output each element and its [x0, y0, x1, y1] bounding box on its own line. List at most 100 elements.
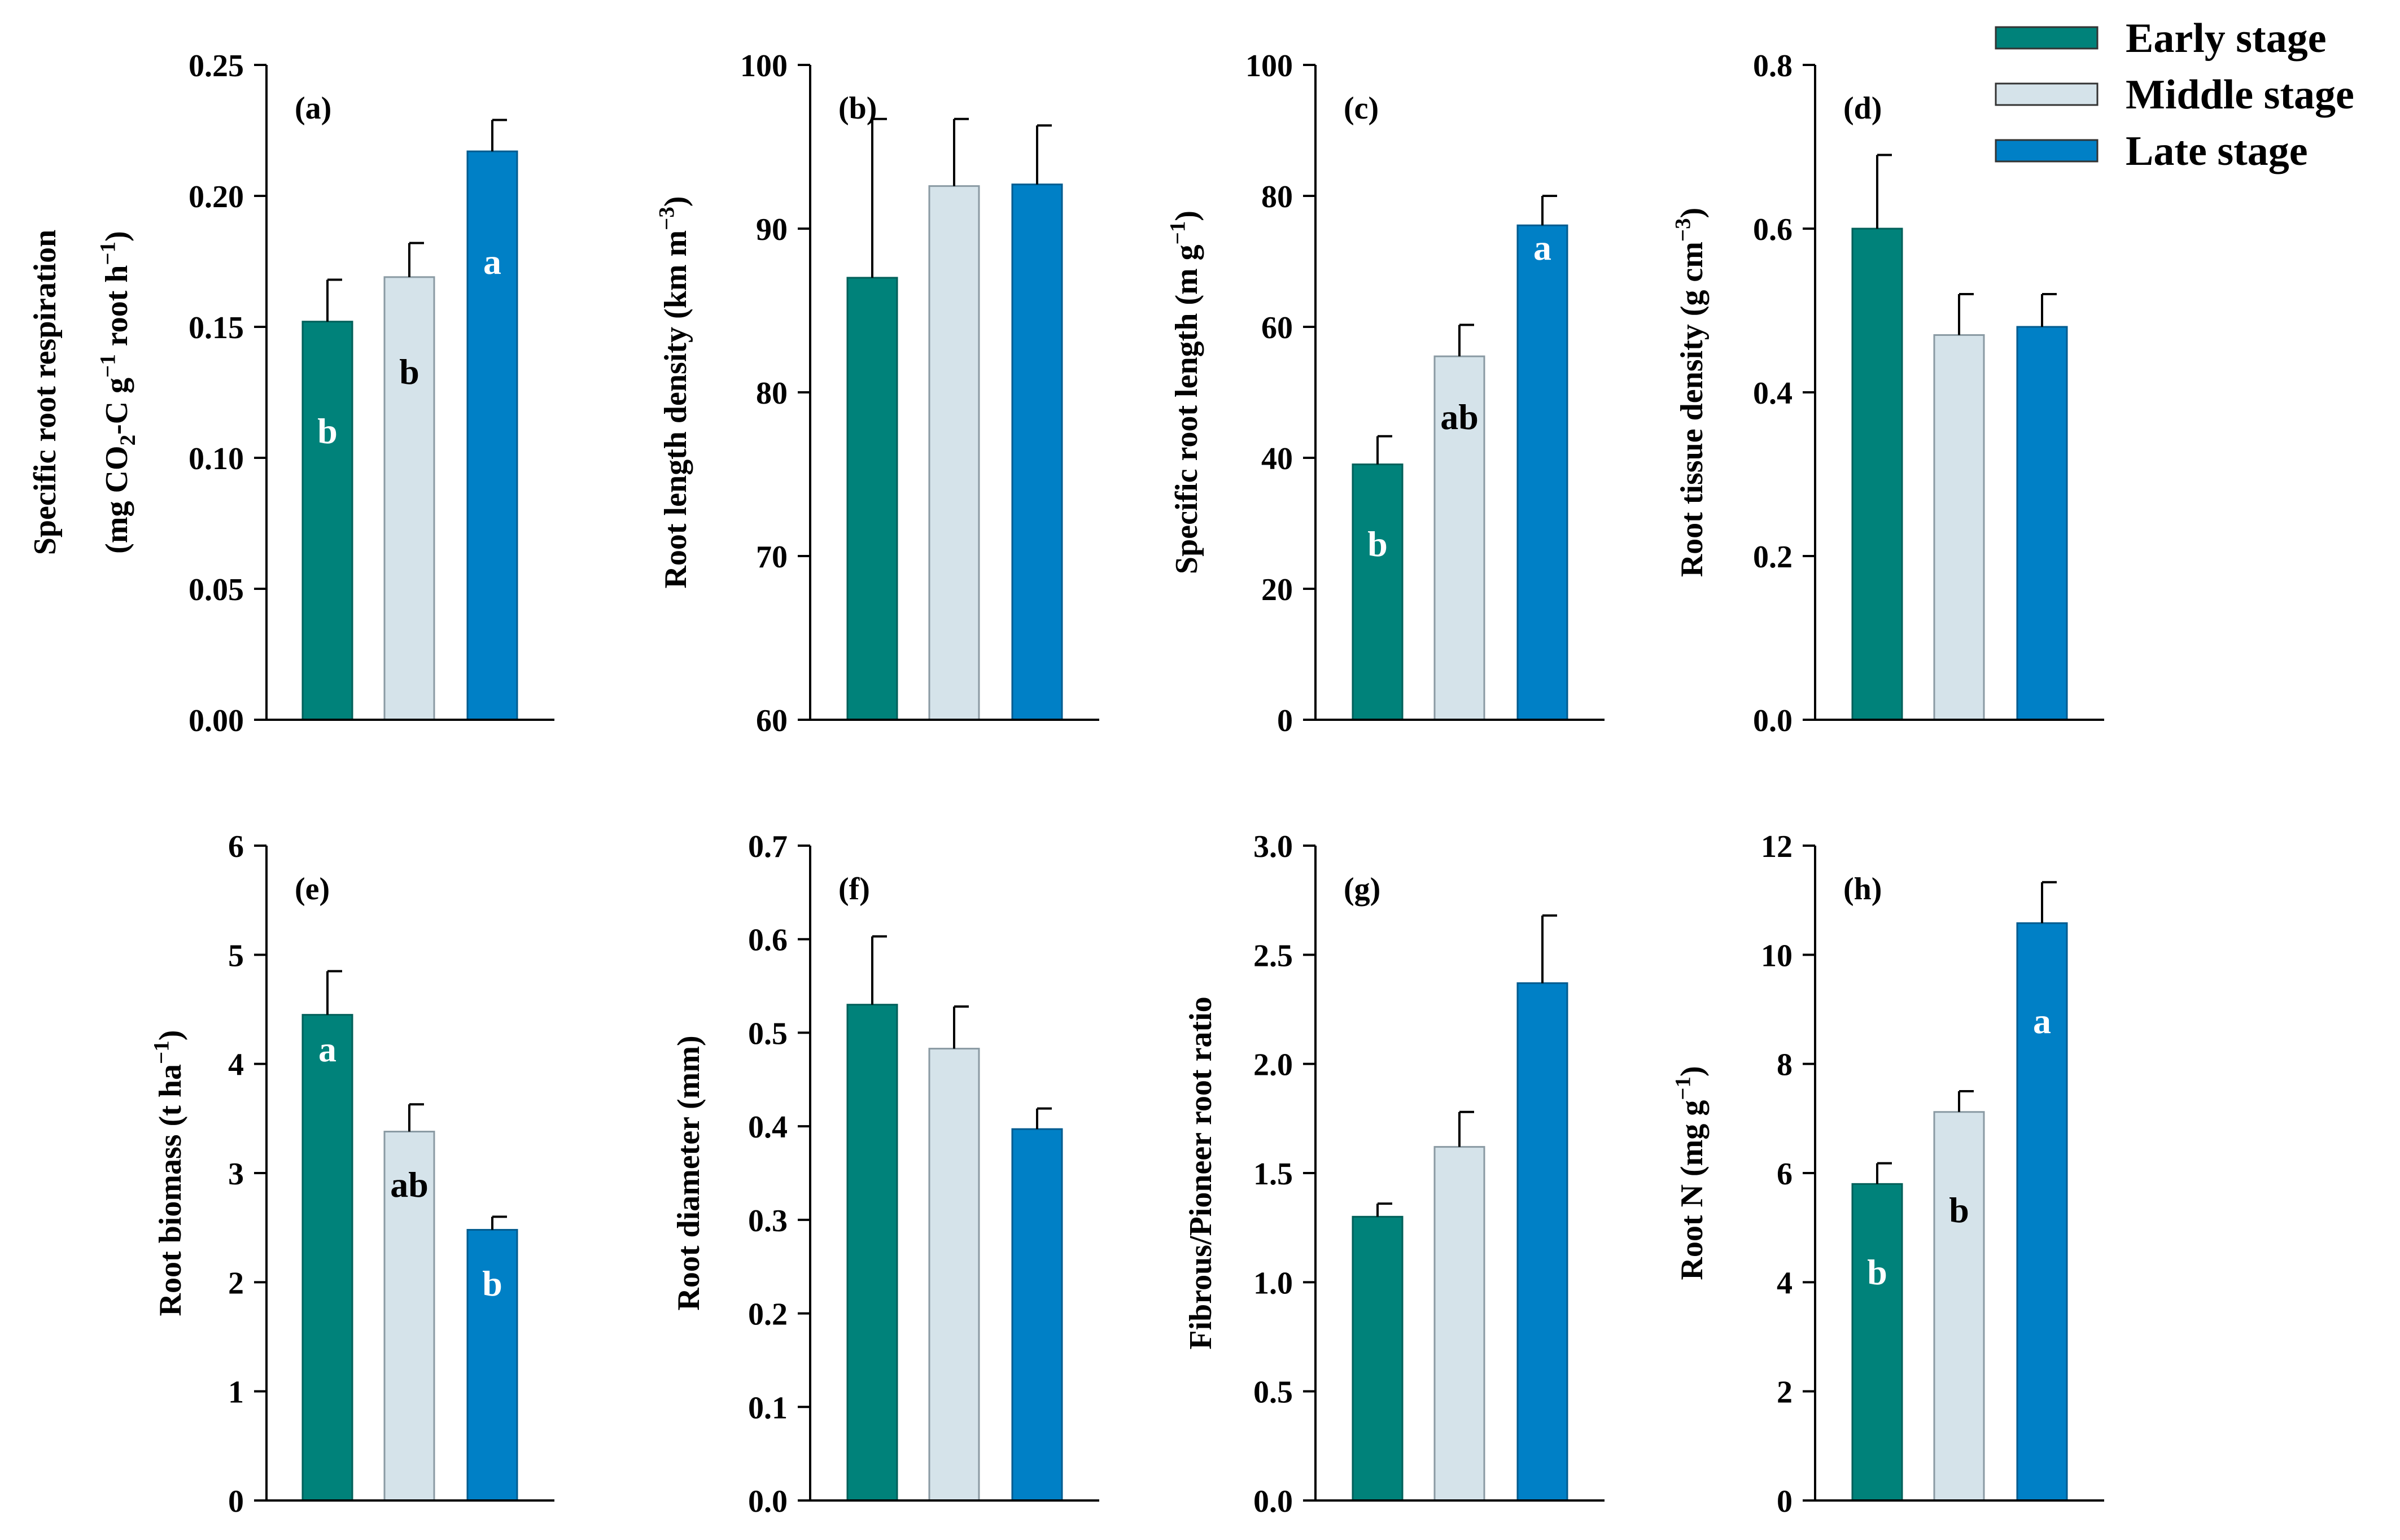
panel-label: (c): [1344, 91, 1379, 126]
bar-early-stage: [301, 321, 353, 721]
y-tick-label: 4: [1777, 1266, 1793, 1301]
y-axis-label: Root diameter (mm): [671, 1035, 706, 1310]
y-tick-label: 0.2: [748, 1297, 788, 1332]
y-tick-label: 0: [1277, 703, 1293, 738]
y-tick-label: 5: [228, 938, 244, 973]
y-tick-label: 0.4: [748, 1110, 788, 1145]
bar-middle-stage: [1433, 1146, 1485, 1502]
significance-letter: a: [1533, 228, 1551, 268]
y-tick-label: 3: [228, 1157, 244, 1192]
y-tick-label: 0.5: [748, 1016, 788, 1051]
y-axis-label: Specific root respiration: [28, 230, 63, 555]
y-tick-label: 0.00: [189, 703, 244, 738]
y-tick-label: 80: [1261, 180, 1293, 215]
y-tick-label: 90: [756, 212, 788, 247]
bar-late-stage: [1516, 982, 1568, 1502]
panel-c: b ab a 0 20 40 60 80 100 (c) Specific root length …: [1166, 49, 1605, 738]
y-tick-label: 70: [756, 540, 788, 575]
y-tick-label: 0: [228, 1484, 244, 1519]
y-tick-label: 2: [228, 1266, 244, 1301]
y-tick-label: 0: [1777, 1484, 1793, 1519]
bar-late-stage: [1011, 183, 1063, 721]
legend-entry: Late stage: [2126, 128, 2308, 174]
significance-letter: a: [483, 242, 501, 282]
bar-late-stage: [2016, 326, 2068, 721]
panel-f: 0.0 0.1 0.2 0.3 0.4 0.5 0.6 0.7 (f) Root diameter…: [671, 829, 1099, 1519]
panel-e: a ab b 0 1 2 3 4 5 6 (e) Root biomass (t ha−1​): [150, 829, 554, 1519]
bar-middle-stage: [928, 1048, 980, 1502]
significance-letter: b: [1949, 1190, 1969, 1230]
y-tick-label: 0.0: [1253, 1484, 1293, 1519]
y-tick-label: 0.8: [1753, 49, 1793, 84]
y-tick-label: 60: [1261, 310, 1293, 345]
significance-letter: ab: [390, 1165, 429, 1205]
y-axis-label: Fibrous/Pioneer root ratio: [1183, 996, 1218, 1349]
y-tick-label: 0.0: [1753, 703, 1793, 738]
bar-early-stage: [1851, 1183, 1903, 1502]
significance-letter: b: [317, 411, 338, 451]
y-tick-label: 1.5: [1253, 1157, 1293, 1192]
legend-entry: Early stage: [2126, 15, 2327, 62]
legend-swatch: [1995, 26, 2099, 50]
bar-middle-stage: [383, 276, 435, 721]
bar-middle-stage: [1933, 334, 1985, 721]
bar-middle-stage: [1933, 1111, 1985, 1502]
significance-letter: ab: [1440, 397, 1479, 437]
y-tick-label: 0.3: [748, 1204, 788, 1239]
y-tick-label: 20: [1261, 572, 1293, 607]
y-tick-label: 0.20: [189, 180, 244, 215]
significance-letter: b: [1867, 1252, 1887, 1292]
y-tick-label: 0.05: [189, 572, 244, 607]
y-tick-label: 0.10: [189, 441, 244, 476]
y-axis-label: Root N (mg g−1​): [1671, 1066, 1710, 1280]
legend: Early stage Middle stage Late stage: [1995, 15, 2354, 174]
panel-d: 0.0 0.2 0.4 0.6 0.8 (d) Root tissue density (g…: [1671, 49, 2104, 738]
y-axis-label: Specific root length (m g−1​): [1166, 211, 1204, 574]
y-tick-label: 80: [756, 376, 788, 411]
y-tick-label: 100: [740, 49, 788, 84]
y-tick-label: 3.0: [1253, 829, 1293, 864]
y-tick-label: 0.5: [1253, 1375, 1293, 1410]
y-axis-label: Root biomass (t ha−1​): [150, 1030, 188, 1316]
significance-letter: a: [2033, 1001, 2051, 1041]
legend-swatch: [1995, 139, 2099, 163]
bar-late-stage: [1516, 224, 1568, 721]
y-tick-label: 2.5: [1253, 938, 1293, 973]
panel-label: (e): [295, 872, 330, 907]
y-tick-label: 0.25: [189, 49, 244, 84]
bar-early-stage: [1851, 228, 1903, 721]
y-tick-label: 6: [1777, 1157, 1793, 1192]
panel-label: (a): [295, 91, 331, 126]
y-tick-label: 0.0: [748, 1484, 788, 1519]
panel-g: 0.0 0.5 1.0 1.5 2.0 2.5 3.0 (g) Fibrous/Pioneer …: [1183, 829, 1605, 1519]
bar-late-stage: [466, 150, 518, 721]
legend-entry: Middle stage: [2126, 72, 2354, 118]
y-tick-label: 0.15: [189, 310, 244, 345]
panel-h: b b a 0 2 4 6 8 10 12 (h) Root N (mg g−1​): [1671, 829, 2104, 1519]
y-tick-label: 0.6: [1753, 212, 1793, 247]
legend-swatch: [1995, 82, 2099, 106]
y-tick-label: 2.0: [1253, 1048, 1293, 1083]
bar-middle-stage: [928, 185, 980, 721]
panel-label: (g): [1344, 872, 1380, 907]
bar-early-stage: [1352, 463, 1404, 721]
bar-early-stage: [846, 277, 898, 721]
y-axis-label: Root length density (km m−3​): [655, 196, 693, 588]
panel-label: (h): [1843, 872, 1882, 907]
significance-letter: b: [482, 1263, 502, 1303]
panel-label: (f): [838, 872, 870, 907]
panel-a: b b a 0.00 0.05 0.10 0.15 0.20 0.25 (a) Specific r…: [28, 49, 554, 738]
y-tick-label: 10: [1761, 938, 1793, 973]
panel-label: (d): [1843, 91, 1882, 126]
bar-early-stage: [301, 1014, 353, 1502]
y-tick-label: 4: [228, 1048, 244, 1083]
y-tick-label: 2: [1777, 1375, 1793, 1410]
y-axis-label-line2: (mg CO2​-C g−1​ root h−1​): [96, 231, 140, 554]
y-tick-label: 0.4: [1753, 376, 1793, 411]
y-tick-label: 0.2: [1753, 540, 1793, 575]
bar-late-stage: [1011, 1128, 1063, 1502]
significance-letter: b: [1367, 524, 1388, 564]
significance-letter: b: [399, 352, 419, 392]
y-tick-label: 12: [1761, 829, 1793, 864]
